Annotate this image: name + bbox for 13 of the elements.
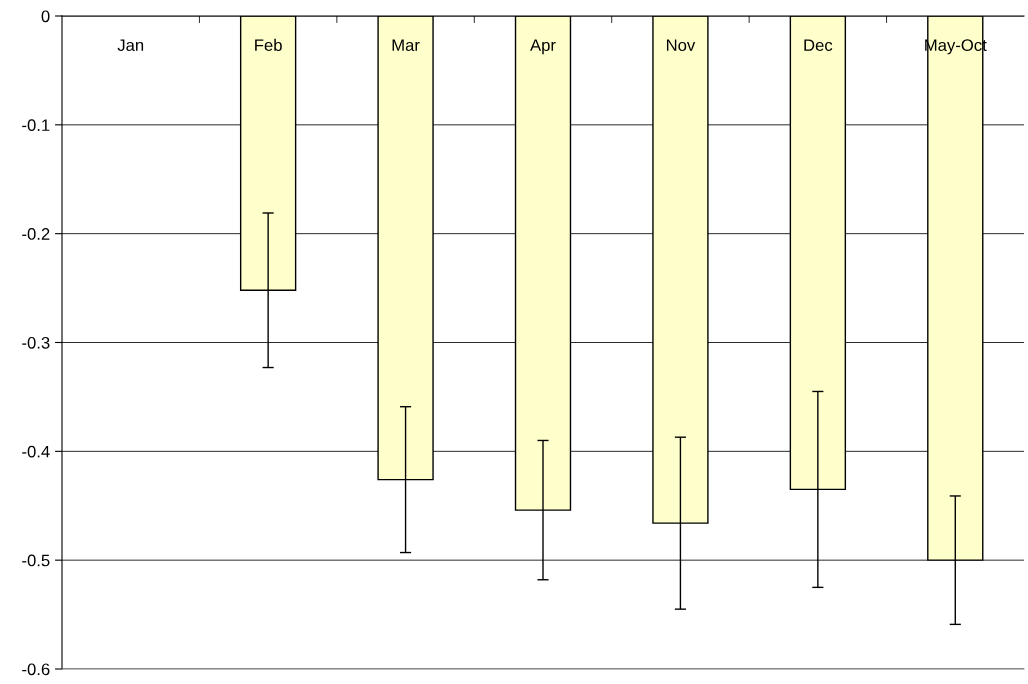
- y-tick-label: 0: [41, 10, 50, 23]
- x-tick-label: Feb: [255, 38, 282, 52]
- y-tick-label: -0.1: [22, 119, 50, 132]
- y-tick-label: -0.5: [22, 554, 50, 567]
- x-tick-label: Nov: [666, 39, 696, 52]
- y-tick-label: -0.6: [22, 663, 50, 676]
- x-tick-label: Dec: [804, 39, 833, 52]
- y-tick-label: -0.2: [22, 228, 50, 240]
- y-tick-label: -0.3: [22, 336, 50, 349]
- x-tick-label: Apr: [530, 39, 556, 55]
- x-tick-label: Jan: [117, 39, 144, 52]
- y-tick-label: -0.4: [22, 445, 50, 458]
- x-tick-label: Mar: [392, 39, 420, 52]
